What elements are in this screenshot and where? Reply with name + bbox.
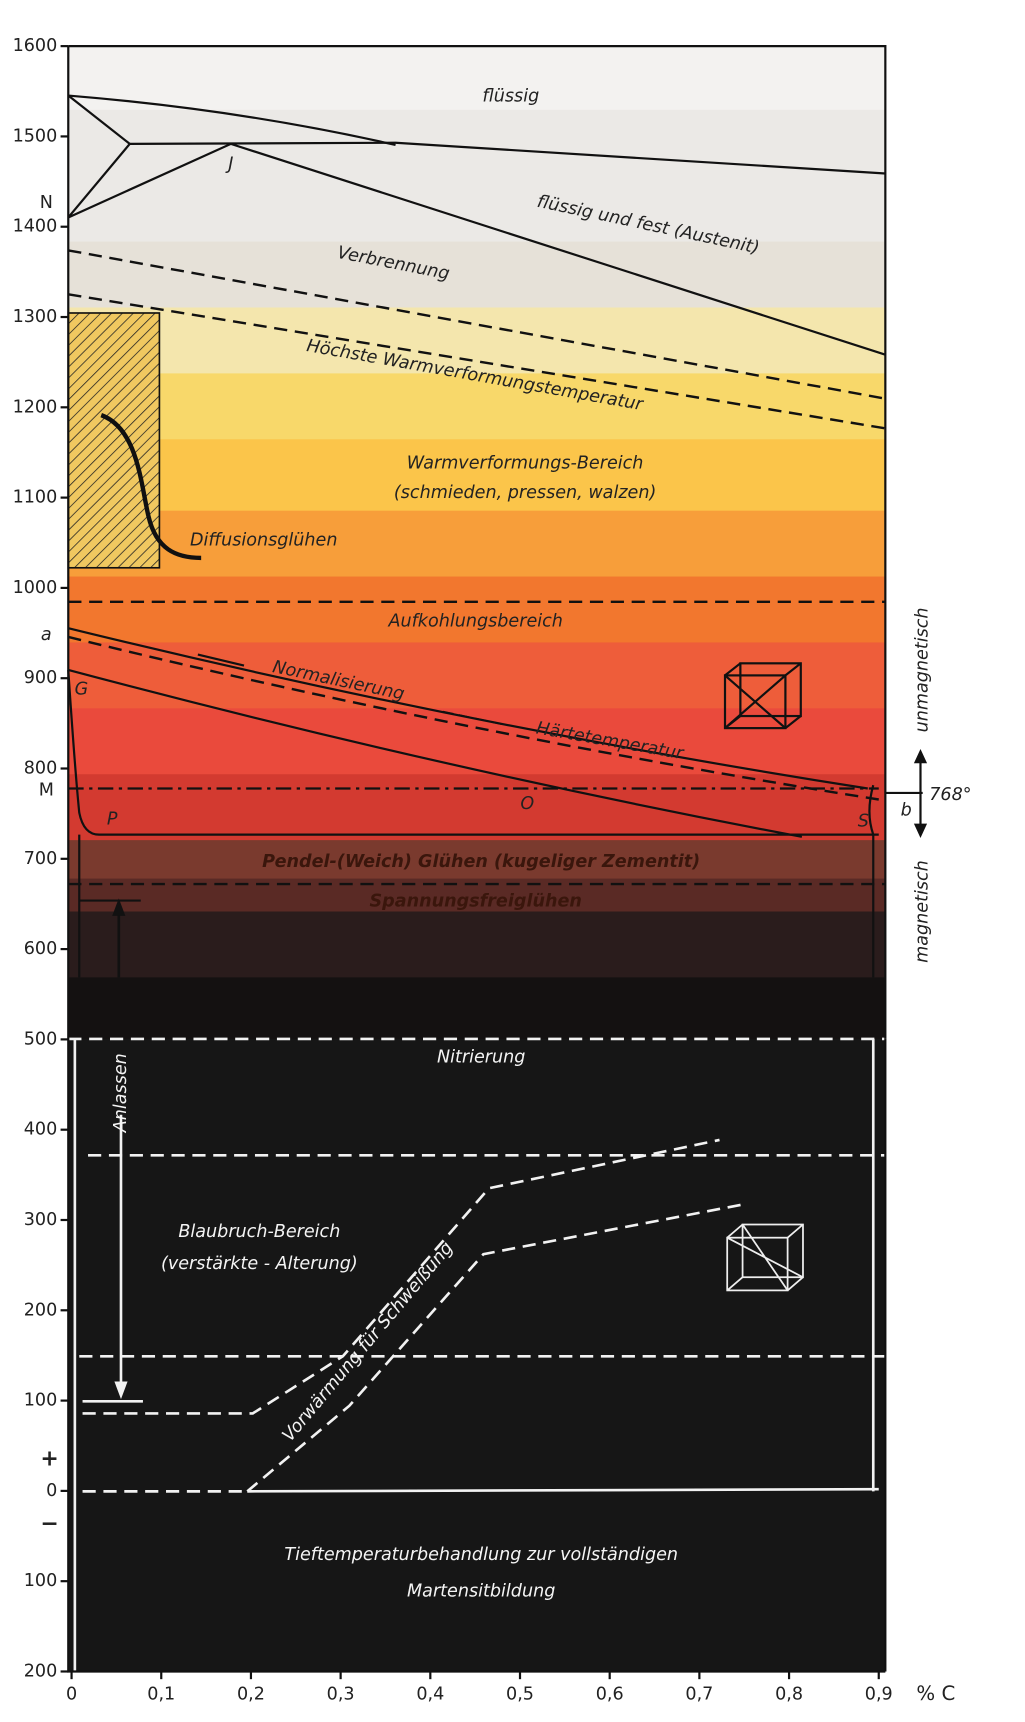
y-tick-label: 1000	[13, 578, 58, 598]
y-tick-label: 0	[46, 1481, 57, 1501]
point-label: N	[40, 193, 53, 213]
crystal-bcc	[726, 1223, 804, 1292]
region-label: (schmieden, pressen, walzen)	[394, 483, 656, 503]
region-label: unmagnetisch	[913, 607, 933, 732]
point-label: G	[75, 680, 89, 700]
x-tick-label: 0,4	[416, 1685, 444, 1705]
y-tick-label: 600	[24, 939, 58, 959]
sign-minus: −	[40, 1511, 58, 1536]
region-label: Anlassen	[111, 1053, 131, 1133]
frame	[67, 45, 887, 1673]
region-label: flüssig	[482, 87, 539, 107]
y-tick-label: 1100	[13, 488, 58, 508]
region-label: Martensitbildung	[407, 1581, 555, 1601]
x-tick-label: 0,6	[596, 1685, 624, 1705]
point-label: O	[520, 794, 534, 814]
x-tick-label: 0,5	[506, 1685, 534, 1705]
low-temp-lines	[68, 1037, 886, 1672]
y-tick-label: 300	[24, 1210, 58, 1230]
x-axis-label: % C	[916, 1682, 955, 1705]
hatched-region	[67, 312, 161, 569]
point-label: M	[39, 781, 54, 801]
y-tick-label: 1500	[13, 126, 58, 146]
x-tick-label: 0,1	[147, 1685, 175, 1705]
crystal-fcc	[723, 662, 802, 730]
region-label: (verstärkte - Alterung)	[161, 1254, 358, 1274]
region-label: Spannungsfreiglühen	[370, 892, 582, 912]
y-tick-label: 200	[24, 1300, 58, 1320]
point-label: a	[41, 625, 52, 645]
x-tick-label: 0,9	[865, 1685, 893, 1705]
point-label: J	[225, 155, 233, 175]
y-tick-label: 100	[24, 1391, 58, 1411]
region-label: magnetisch	[913, 860, 933, 963]
region-label: Nitrierung	[437, 1048, 525, 1068]
region-label: Pendel-(Weich) Glühen (kugeliger Zementi…	[262, 852, 700, 872]
y-tick-label: 1200	[13, 397, 58, 417]
x-tick-label: 0,3	[327, 1685, 355, 1705]
x-tick-label: 0,2	[237, 1685, 265, 1705]
point-label: b	[901, 800, 912, 820]
x-tick-label: 0,7	[685, 1685, 713, 1705]
region-label: Warmverformungs-Bereich	[407, 453, 644, 473]
y-tick-label: 1300	[13, 307, 58, 327]
region-label: Tieftemperaturbehandlung zur vollständig…	[284, 1545, 678, 1565]
y-tick-label: 500	[24, 1029, 58, 1049]
y-tick-label: 400	[24, 1120, 58, 1140]
x-tick-label: 0,8	[775, 1685, 803, 1705]
ticks: 1600150014001300120011001000900800700600…	[13, 36, 893, 1704]
curie-label: 768°	[929, 785, 971, 805]
point-label: P	[107, 809, 118, 829]
y-tick-label: 1600	[13, 36, 58, 56]
y-tick-label: 100	[24, 1571, 58, 1591]
y-tick-label: 700	[24, 849, 58, 869]
point-label: S	[858, 811, 869, 831]
region-label: Blaubruch-Bereich	[178, 1222, 340, 1242]
region-label: Diffusionsglühen	[190, 530, 338, 550]
y-tick-label: 200	[24, 1661, 58, 1681]
y-tick-label: 1400	[13, 217, 58, 237]
y-tick-label: 800	[24, 759, 58, 779]
sign-plus: +	[40, 1447, 58, 1472]
x-tick-label: 0	[66, 1685, 77, 1705]
y-tick-label: 900	[24, 668, 58, 688]
region-label: Aufkohlungsbereich	[387, 612, 562, 632]
